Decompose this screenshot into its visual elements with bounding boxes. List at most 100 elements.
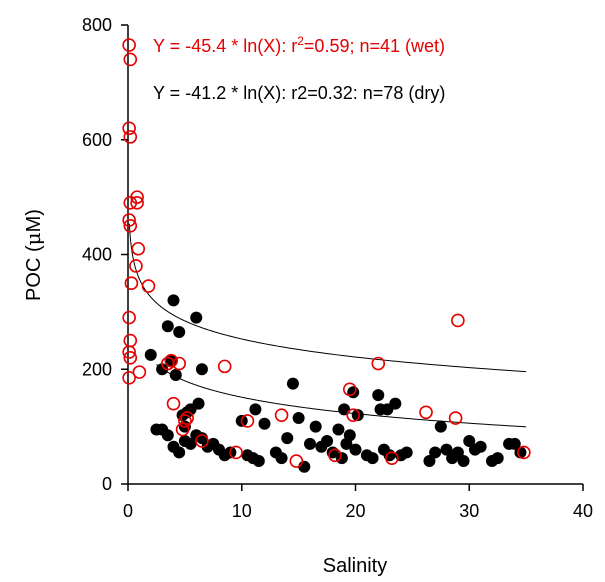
point-wet [130, 196, 144, 210]
point-wet [419, 405, 433, 420]
x-tick-label: 10 [232, 501, 252, 521]
point-wet [289, 454, 304, 468]
point-dry [286, 377, 299, 390]
point-wet [175, 422, 190, 437]
point-wet [178, 414, 192, 428]
x-tick-label: 40 [573, 501, 593, 521]
x-tick-label: 0 [123, 501, 133, 521]
point-dry [281, 432, 294, 445]
point-dry [332, 423, 345, 436]
point-dry [309, 420, 322, 433]
point-dry [321, 434, 334, 447]
point-wet [451, 313, 465, 328]
annotation-dry: Y = -41.2 * ln(X): r2=0.32: n=78 (dry) [153, 83, 445, 103]
point-dry [167, 294, 180, 307]
point-wet [517, 445, 531, 460]
point-dry [144, 348, 157, 361]
point-dry [451, 446, 464, 459]
point-wet [346, 408, 361, 422]
annotation-wet-before: Y = -45.4 * ln(X): r [153, 36, 297, 56]
point-wet [122, 121, 136, 136]
point-dry [249, 403, 262, 416]
point-wet [123, 130, 138, 144]
point-dry [434, 420, 447, 433]
point-wet [343, 382, 357, 397]
point-wet [385, 451, 399, 465]
point-dry [304, 437, 316, 450]
point-wet [123, 196, 138, 210]
point-dry [351, 409, 364, 422]
point-dry [298, 460, 311, 473]
y-axis-label-prefix: POC ( [23, 245, 45, 301]
y-tick-label: 400 [82, 245, 112, 265]
point-dry [343, 429, 356, 442]
data-points [122, 38, 531, 473]
point-wet [217, 359, 232, 374]
annotation-wet: Y = -45.4 * ln(X): r2=0.59; n=41 (wet) [153, 34, 445, 56]
point-wet [123, 219, 138, 233]
point-wet [123, 333, 138, 348]
y-tick-label: 600 [82, 130, 112, 150]
point-dry [400, 446, 413, 459]
point-wet [229, 445, 243, 460]
point-wet [122, 371, 136, 385]
point-dry [423, 455, 436, 468]
x-tick-label: 30 [459, 501, 479, 521]
point-wet [141, 279, 156, 293]
point-dry [491, 452, 504, 465]
annotation-wet-sup: 2 [297, 34, 304, 48]
point-dry [338, 403, 351, 416]
point-dry [440, 443, 453, 456]
annotation-wet-after: =0.59; n=41 (wet) [304, 36, 445, 56]
point-dry [184, 437, 197, 450]
point-wet [195, 434, 209, 448]
point-wet [166, 396, 181, 411]
point-dry [474, 440, 487, 453]
point-dry [195, 363, 208, 376]
point-wet [124, 276, 139, 290]
point-wet [164, 353, 179, 368]
point-dry [161, 429, 174, 442]
y-axis-label: POC (μM) [21, 209, 45, 301]
x-axis-label: Salinity [323, 555, 387, 577]
point-wet [328, 448, 342, 463]
point-wet [448, 411, 463, 425]
y-axis-label-mu: μ [21, 232, 45, 245]
point-dry [292, 412, 305, 425]
point-wet [240, 414, 255, 428]
point-dry [192, 397, 205, 410]
point-wet [122, 310, 136, 325]
point-dry [169, 368, 182, 381]
y-tick-label: 800 [82, 15, 112, 35]
point-wet [274, 408, 289, 422]
point-dry [173, 325, 186, 338]
point-dry [275, 452, 288, 465]
point-dry [161, 320, 174, 333]
point-dry [156, 363, 169, 376]
fit-curve-wet [128, 223, 527, 373]
point-dry [349, 443, 362, 456]
fit-curves [128, 223, 527, 428]
point-dry [514, 446, 527, 459]
point-dry [252, 455, 265, 468]
y-tick-label: 200 [82, 359, 112, 379]
point-wet [371, 356, 386, 371]
point-dry [190, 311, 203, 324]
y-axis-label-unit: M) [23, 209, 45, 232]
fit-curve-dry [156, 364, 527, 428]
point-dry [429, 446, 442, 459]
point-dry [508, 437, 521, 450]
point-wet [132, 365, 147, 379]
point-wet [180, 411, 194, 425]
point-dry [366, 452, 379, 465]
y-tick-label: 0 [102, 474, 112, 494]
point-wet [123, 350, 138, 365]
point-wet [122, 38, 136, 52]
point-dry [372, 389, 385, 402]
point-wet [129, 259, 143, 273]
point-wet [122, 213, 136, 227]
point-dry [335, 452, 348, 465]
point-wet [161, 356, 175, 371]
